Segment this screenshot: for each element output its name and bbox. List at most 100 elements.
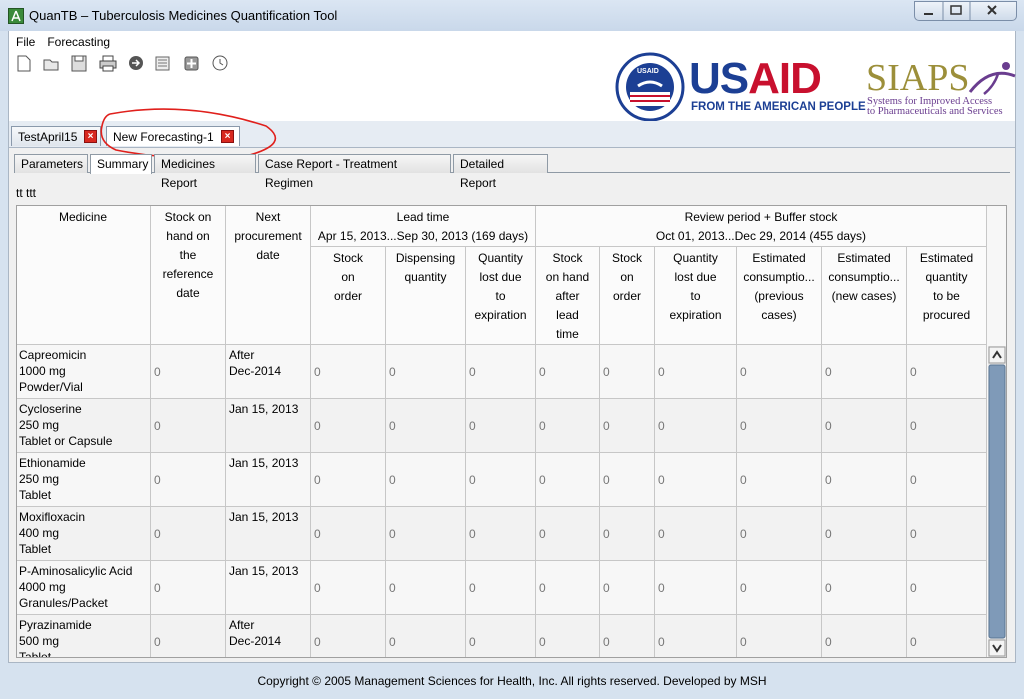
usaid-aid: AID <box>748 54 822 103</box>
cell-value: 0 <box>740 635 747 649</box>
cell-line: 4000 mg <box>19 580 66 594</box>
cell-value: 0 <box>314 365 321 379</box>
menu-item[interactable]: Forecasting <box>47 35 111 49</box>
close-tab[interactable]: × <box>221 130 234 143</box>
table-cell: 0 <box>536 615 600 657</box>
cell-value: 0 <box>825 419 832 433</box>
header-line: Stock <box>611 251 642 265</box>
table-cell: Jan 15, 2013 <box>226 399 311 453</box>
table-cell: 0 <box>737 345 822 399</box>
header-line: lead <box>556 308 579 322</box>
header-line: on <box>341 270 355 284</box>
cell-line: Capreomicin <box>19 348 87 362</box>
cell-value: 0 <box>539 365 546 379</box>
table-cell: 0 <box>655 399 737 453</box>
title-bar <box>0 0 1024 31</box>
cell-value: 0 <box>469 365 476 379</box>
footer: Copyright © 2005 Management Sciences for… <box>257 674 767 688</box>
cell-value: 0 <box>469 581 476 595</box>
cell-value: 0 <box>825 365 832 379</box>
view-tab[interactable]: Medicines Report <box>154 154 256 190</box>
column-header: Estimated consumptio... (new cases) <box>822 247 907 345</box>
cell-value: 0 <box>389 635 396 649</box>
table-cell: 0 <box>822 561 907 615</box>
header-line: quantity <box>925 270 968 284</box>
cell-line: Granules/Packet <box>19 596 108 610</box>
header-line: on hand <box>545 270 590 284</box>
header-line: the <box>179 248 197 262</box>
cell-value: 0 <box>469 419 476 433</box>
table-cell: 0 <box>386 399 466 453</box>
table-cell: 0 <box>822 615 907 657</box>
header-line: date <box>256 248 280 262</box>
cell-value: 0 <box>389 473 396 487</box>
cell-value: 0 <box>314 473 321 487</box>
cell-line: Tablet or Capsule <box>19 434 113 448</box>
header-line: Estimated <box>919 251 974 265</box>
cell-value: 0 <box>740 473 747 487</box>
cell-line: Ethionamide <box>19 456 86 470</box>
table-cell: 0 <box>151 399 226 453</box>
close-tab[interactable]: × <box>84 130 97 143</box>
table-cell: After Dec-2014 <box>226 345 311 399</box>
header-line: Stock <box>332 251 363 265</box>
view-tab[interactable]: Detailed Report <box>453 154 548 190</box>
usaid-us: US <box>689 54 749 103</box>
table-cell: 0 <box>151 561 226 615</box>
table-cell: Capreomicin 1000 mg Powder/Vial <box>17 345 151 399</box>
table-cell: 0 <box>536 561 600 615</box>
usaid-seal <box>615 52 685 122</box>
cell-value: 0 <box>740 581 747 595</box>
table-cell: 0 <box>600 453 655 507</box>
cell-value: 0 <box>154 581 161 595</box>
table-cell: 0 <box>600 399 655 453</box>
table-cell: 0 <box>386 561 466 615</box>
menu-item[interactable]: File <box>16 35 36 49</box>
siaps-figure <box>968 62 1016 95</box>
cell-value: 0 <box>539 419 546 433</box>
view-tab[interactable]: Summary <box>90 154 152 174</box>
table-cell: 0 <box>311 453 386 507</box>
table-cell: 0 <box>311 345 386 399</box>
table-cell: 0 <box>600 561 655 615</box>
scrollbar[interactable] <box>988 346 1006 657</box>
cell-value: 0 <box>539 635 546 649</box>
cell-value: 0 <box>740 365 747 379</box>
cell-line: After <box>229 348 255 362</box>
cell-value: 0 <box>603 581 610 595</box>
cell-value: 0 <box>910 419 917 433</box>
cell-value: 0 <box>910 635 917 649</box>
window-buttons[interactable] <box>914 1 1017 21</box>
header-line: on <box>620 270 634 284</box>
column-header: Stock on hand after lead time <box>536 247 600 345</box>
table-cell: 0 <box>737 615 822 657</box>
header-line: order <box>333 289 362 303</box>
column-header: Quantity lost due to expiration <box>655 247 737 345</box>
view-tab[interactable]: Parameters <box>14 154 88 173</box>
doc-tab-label[interactable]: New Forecasting-1 <box>113 130 214 144</box>
table-cell: Moxifloxacin 400 mg Tablet <box>17 507 151 561</box>
siaps-name: SIAPS <box>866 57 970 99</box>
cell-line: 500 mg <box>19 634 60 648</box>
table-cell: Cycloserine 250 mg Tablet or Capsule <box>17 399 151 453</box>
toolbar-icons[interactable] <box>16 54 236 74</box>
cell-value: 0 <box>314 419 321 433</box>
table-cell: 0 <box>907 561 987 615</box>
doc-tab[interactable]: TestApril15 × <box>11 126 101 146</box>
cell-value: 0 <box>603 365 610 379</box>
cell-value: 0 <box>740 527 747 541</box>
cell-value: 0 <box>154 473 161 487</box>
window-controls[interactable] <box>914 1 1017 21</box>
summary-table: Lead time Apr 15, 2013...Sep 30, 2013 (16… <box>16 205 1007 658</box>
cell-line: Pyrazinamide <box>19 618 92 632</box>
table-cell: 0 <box>655 615 737 657</box>
column-header: Estimated quantity to be procured <box>907 247 987 345</box>
doc-tab-label[interactable]: TestApril15 <box>18 130 78 144</box>
doc-tab-active[interactable]: New Forecasting-1 × <box>106 126 240 146</box>
table-cell: 0 <box>536 399 600 453</box>
view-tab[interactable]: Case Report - Treatment Regimen <box>258 154 451 190</box>
header-line: hand on <box>166 229 210 243</box>
table-cell: 0 <box>151 615 226 657</box>
